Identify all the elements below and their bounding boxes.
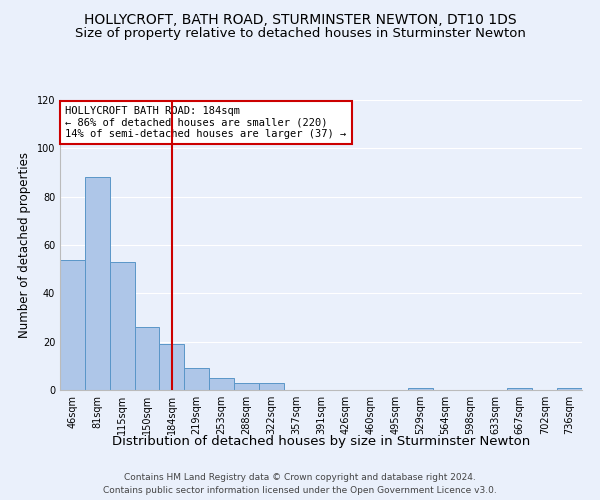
Bar <box>508 388 532 390</box>
Text: Size of property relative to detached houses in Sturminster Newton: Size of property relative to detached ho… <box>74 28 526 40</box>
Bar <box>234 383 259 390</box>
Bar <box>134 327 160 390</box>
Text: HOLLYCROFT, BATH ROAD, STURMINSTER NEWTON, DT10 1DS: HOLLYCROFT, BATH ROAD, STURMINSTER NEWTO… <box>83 12 517 26</box>
Bar <box>110 262 134 390</box>
Y-axis label: Number of detached properties: Number of detached properties <box>18 152 31 338</box>
Bar <box>160 344 184 390</box>
Bar <box>408 388 433 390</box>
Bar <box>259 383 284 390</box>
Bar <box>557 388 582 390</box>
Bar <box>60 260 85 390</box>
Text: HOLLYCROFT BATH ROAD: 184sqm
← 86% of detached houses are smaller (220)
14% of s: HOLLYCROFT BATH ROAD: 184sqm ← 86% of de… <box>65 106 346 139</box>
Bar <box>184 368 209 390</box>
Bar <box>85 178 110 390</box>
Text: Contains HM Land Registry data © Crown copyright and database right 2024.: Contains HM Land Registry data © Crown c… <box>124 472 476 482</box>
Bar <box>209 378 234 390</box>
Text: Contains public sector information licensed under the Open Government Licence v3: Contains public sector information licen… <box>103 486 497 495</box>
Text: Distribution of detached houses by size in Sturminster Newton: Distribution of detached houses by size … <box>112 435 530 448</box>
